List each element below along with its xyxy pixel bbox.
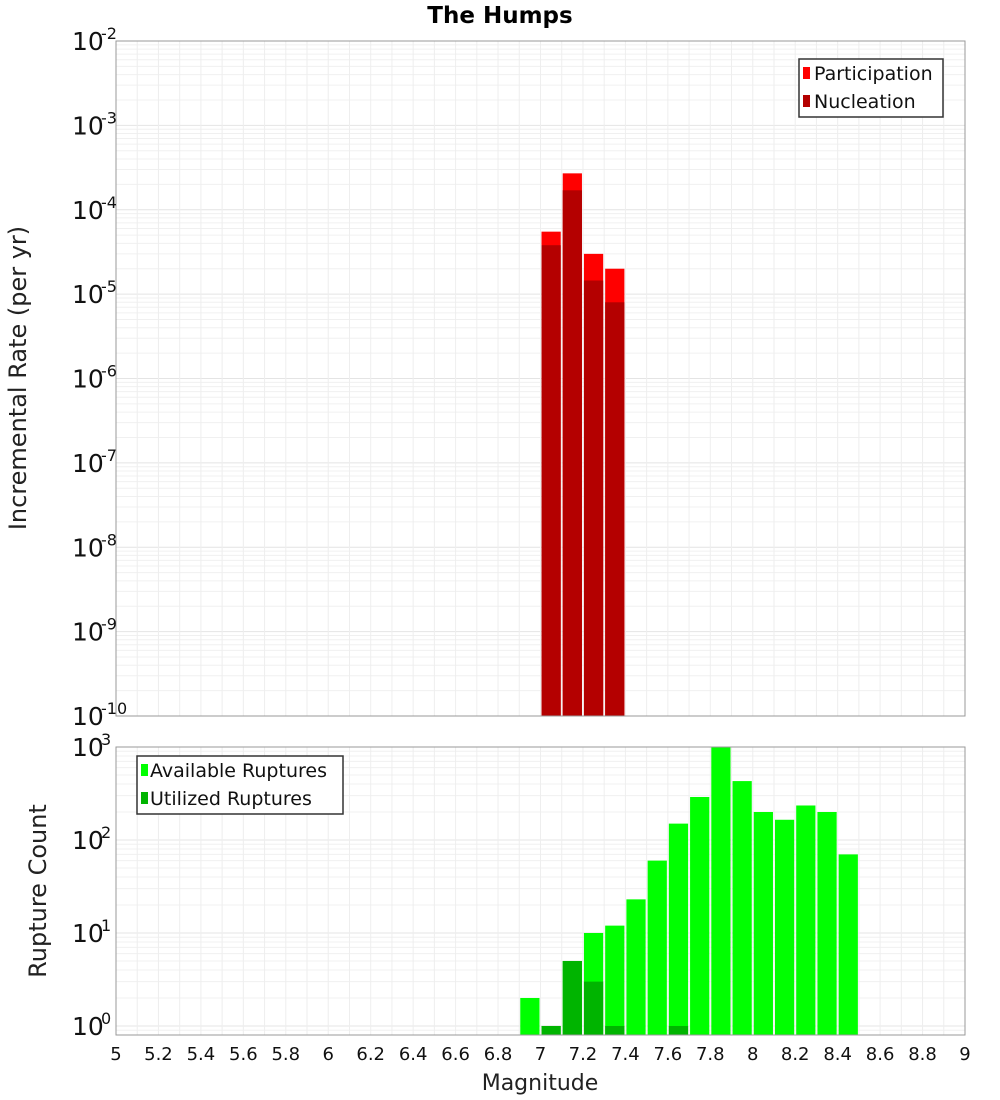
legend-label-utilized: Utilized Ruptures	[150, 788, 312, 810]
top-y-tick-exponent: -5	[101, 277, 117, 296]
legend-swatch-nucleation	[803, 95, 810, 107]
legend-swatch-participation	[803, 67, 810, 79]
legend-label-available: Available Ruptures	[150, 760, 327, 782]
x-tick-label: 7.6	[654, 1044, 683, 1065]
available-ruptures-bar	[605, 925, 625, 1035]
bottom-y-tick-exponent: 1	[101, 916, 111, 935]
top-legend: Participation Nucleation	[798, 58, 944, 118]
bottom-y-tick-base: 10	[72, 733, 104, 762]
x-tick-label: 8.8	[908, 1044, 937, 1065]
top-plot-frame	[115, 40, 966, 717]
x-tick-labels: 5 5.2 5.4 5.6 5.8 6 6.2 6.4 6.6 6.8 7 7.2 7.4 7.6 7.8 8…	[110, 1044, 970, 1065]
top-y-tick-exponent: -2	[101, 24, 117, 43]
x-tick-label: 6.4	[399, 1044, 428, 1065]
legend-label-nucleation: Nucleation	[814, 91, 916, 113]
x-tick-label: 5.8	[271, 1044, 300, 1065]
x-tick-label: 5.6	[229, 1044, 258, 1065]
legend-swatch-utilized	[141, 792, 148, 804]
top-y-tick-base: 10	[72, 449, 104, 478]
bottom-y-tick-exponent: 0	[101, 1009, 111, 1028]
x-tick-label: 8.4	[823, 1044, 852, 1065]
top-y-tick-exponent: -8	[101, 530, 117, 549]
available-ruptures-bar	[838, 854, 858, 1035]
bottom-legend-box	[136, 755, 344, 815]
top-y-axis-label: Incremental Rate (per yr)	[4, 226, 32, 530]
top-y-tick-exponent: -3	[101, 108, 117, 127]
chart-title: The Humps	[427, 3, 572, 29]
top-y-tick-exponent: -4	[101, 193, 117, 212]
bottom-y-tick-base: 10	[72, 826, 104, 855]
x-tick-label: 7.4	[611, 1044, 640, 1065]
available-ruptures-bar	[774, 819, 795, 1035]
top-y-tick-base: 10	[72, 533, 104, 562]
top-y-tick-exponent: -6	[101, 362, 117, 381]
legend-swatch-available	[141, 764, 148, 776]
bottom-y-tick-base: 10	[72, 1012, 104, 1041]
x-tick-label: 5.4	[187, 1044, 216, 1065]
utilized-ruptures-bars	[541, 960, 689, 1035]
x-tick-label: 5	[110, 1044, 121, 1065]
legend-label-participation: Participation	[814, 63, 933, 85]
available-ruptures-bar	[732, 781, 752, 1035]
top-y-tick-base: 10	[72, 702, 104, 731]
utilized-ruptures-bar	[583, 981, 604, 1035]
top-y-tick-labels: 10-210-310-410-510-610-710-810-910-10	[72, 24, 127, 731]
available-ruptures-bar	[626, 899, 646, 1035]
nucleation-bar	[541, 245, 561, 717]
bottom-y-tick-exponent: 3	[101, 730, 111, 749]
available-ruptures-bar	[817, 812, 837, 1035]
x-tick-label: 8.6	[866, 1044, 895, 1065]
available-ruptures-bar	[668, 823, 689, 1035]
top-y-tick-base: 10	[72, 27, 104, 56]
top-legend-box	[798, 58, 944, 118]
top-y-tick-base: 10	[72, 365, 104, 394]
x-tick-label: 9	[959, 1044, 970, 1065]
x-tick-label: 8	[747, 1044, 758, 1065]
bottom-y-axis-label: Rupture Count	[24, 804, 52, 978]
nucleation-bars	[541, 190, 625, 717]
x-tick-label: 6.8	[484, 1044, 513, 1065]
nucleation-bar	[583, 280, 604, 716]
bottom-legend: Available Ruptures Utilized Ruptures	[136, 755, 344, 815]
available-ruptures-bar	[796, 805, 816, 1035]
top-y-tick-base: 10	[72, 280, 104, 309]
top-gridlines	[115, 41, 966, 717]
bottom-y-tick-base: 10	[72, 919, 104, 948]
nucleation-bar	[562, 190, 582, 716]
nucleation-bar	[605, 302, 625, 716]
bottom-y-tick-exponent: 2	[101, 823, 111, 842]
x-tick-label: 5.2	[144, 1044, 173, 1065]
x-tick-label: 7.2	[569, 1044, 598, 1065]
top-y-tick-exponent: -10	[101, 699, 127, 718]
top-y-tick-exponent: -9	[101, 615, 117, 634]
utilized-ruptures-bar	[541, 1025, 561, 1035]
available-ruptures-bar	[647, 860, 667, 1035]
top-y-tick-base: 10	[72, 618, 104, 647]
top-y-tick-base: 10	[72, 196, 104, 225]
available-ruptures-bar	[711, 747, 731, 1035]
bottom-plot-frame	[115, 746, 966, 1036]
x-tick-label: 6.2	[356, 1044, 385, 1065]
available-ruptures-bar	[520, 997, 540, 1035]
utilized-ruptures-bar	[562, 960, 582, 1035]
bottom-gridlines	[115, 747, 966, 1036]
x-tick-label: 7.8	[696, 1044, 725, 1065]
utilized-ruptures-bar	[668, 1025, 689, 1035]
available-ruptures-bar	[690, 796, 710, 1035]
available-ruptures-bar	[753, 812, 773, 1035]
top-y-tick-exponent: -7	[101, 446, 117, 465]
x-tick-label: 8.2	[781, 1044, 810, 1065]
x-tick-label: 7	[535, 1044, 546, 1065]
top-y-tick-base: 10	[72, 111, 104, 140]
utilized-ruptures-bar	[605, 1025, 625, 1035]
x-axis-label: Magnitude	[482, 1071, 599, 1096]
x-tick-label: 6.6	[441, 1044, 470, 1065]
x-tick-label: 6	[323, 1044, 334, 1065]
